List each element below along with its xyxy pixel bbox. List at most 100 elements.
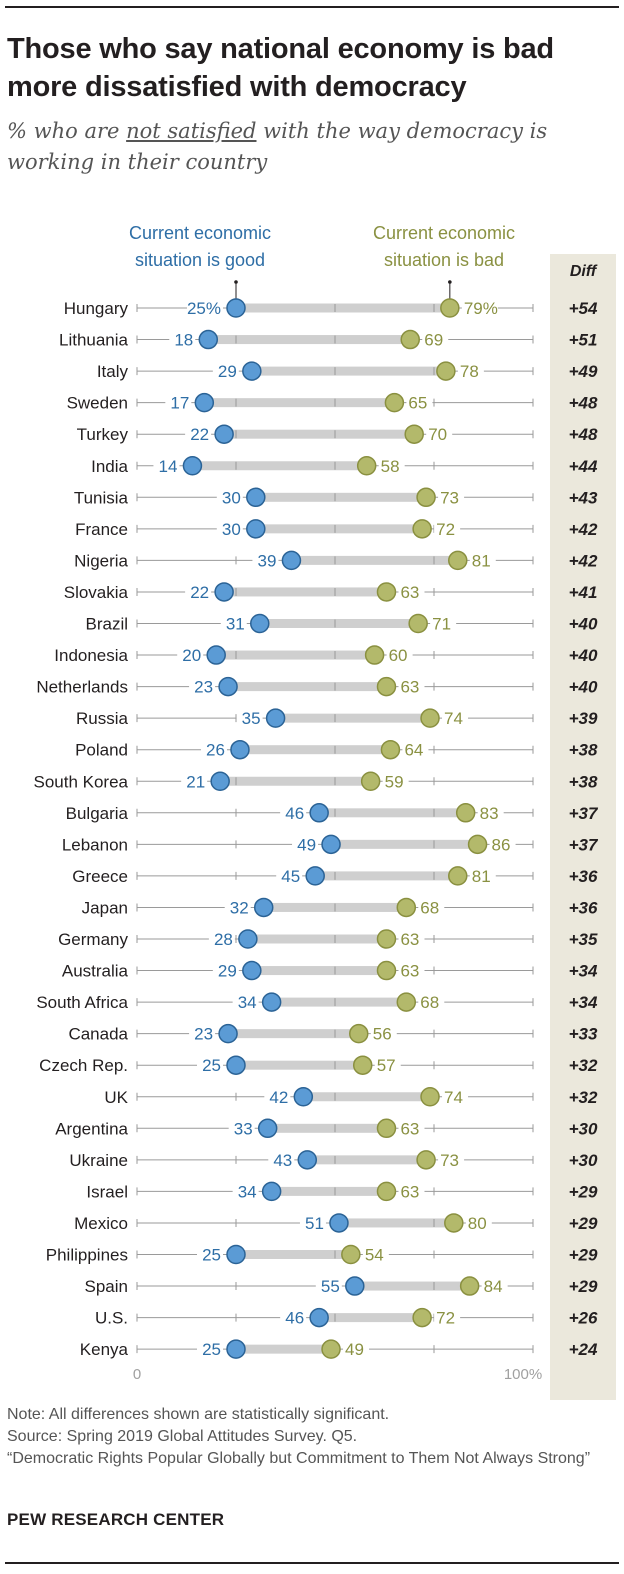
diff-value-label: +40: [569, 615, 598, 634]
good-value-dot: [242, 960, 262, 981]
good-value-label: 29: [218, 362, 237, 381]
good-value-dot: [230, 739, 250, 760]
bad-label-backing: [469, 866, 496, 885]
good-value-dot: [293, 1087, 314, 1107]
bad-label-backing: [418, 898, 445, 917]
bad-label-backing: [461, 299, 498, 317]
range-bar: [338, 1218, 454, 1228]
bad-label-backing: [442, 1087, 469, 1106]
bad-value-dot: [349, 1023, 369, 1044]
good-value-label: 46: [285, 1309, 304, 1328]
subtitle-suffix: with the way democracy is working in the…: [7, 119, 548, 174]
good-value-label: 46: [285, 804, 304, 823]
bad-value-dot: [384, 392, 405, 413]
bad-value-dot: [404, 424, 424, 444]
good-value-label: 22: [190, 425, 209, 444]
note-text: Note: All differences shown are statisti…: [7, 1406, 390, 1423]
diff-value-label: +34: [569, 962, 598, 981]
bad-label-backing: [398, 930, 425, 948]
subtitle-prefix: % who are: [7, 119, 127, 143]
good-label-backing: [315, 1277, 342, 1296]
good-label-backing: [208, 930, 235, 948]
diff-value-label: +29: [569, 1214, 598, 1233]
good-value-dot: [261, 992, 282, 1012]
bad-value-dot: [448, 550, 468, 571]
good-value-dot: [218, 1023, 238, 1044]
bad-value-dot: [444, 1213, 464, 1233]
range-bar: [216, 650, 375, 660]
diff-value-label: +37: [569, 804, 599, 823]
range-bar: [224, 429, 415, 439]
bad-label-backing: [438, 488, 465, 507]
diff-column-background: [550, 254, 616, 1400]
diff-value-label: +51: [569, 331, 598, 350]
good-value-label: 34: [238, 1182, 257, 1201]
bad-value-label: 72: [436, 520, 455, 539]
good-value-dot: [250, 613, 270, 634]
range-bar: [255, 492, 427, 502]
range-bar: [291, 555, 458, 565]
good-value-dot: [182, 456, 203, 476]
good-value-dot: [226, 1244, 246, 1265]
bad-value-dot: [360, 771, 381, 791]
diff-value-label: +43: [569, 488, 598, 507]
bad-value-dot: [412, 519, 432, 539]
pew-logo-text: PEW RESEARCH CENTER: [7, 1510, 225, 1529]
bad-value-dot: [376, 929, 397, 949]
diff-value-label: +26: [569, 1309, 598, 1328]
range-bar: [236, 1250, 351, 1259]
bad-label-backing: [398, 1119, 425, 1138]
good-value-label: 43: [273, 1151, 292, 1170]
country-label: Indonesia: [54, 646, 128, 665]
good-value-label: 25%: [187, 299, 221, 318]
diff-value-label: +29: [569, 1246, 598, 1265]
range-bar: [315, 871, 458, 881]
range-bar: [259, 619, 419, 628]
bad-label-backing: [398, 961, 425, 980]
country-label: Slovakia: [64, 583, 129, 602]
bad-label-backing: [398, 1182, 425, 1201]
good-label-backing: [220, 614, 247, 633]
good-label-backing: [228, 1119, 255, 1138]
chart-title: Those who say national economy is bad mo…: [7, 33, 554, 103]
good-value-label: 51: [305, 1214, 324, 1233]
country-label: Philippines: [46, 1246, 128, 1265]
bad-label-backing: [406, 393, 433, 412]
country-label: Nigeria: [74, 551, 128, 570]
good-label-backing: [181, 772, 208, 791]
range-bar: [275, 713, 431, 723]
source-text: Source: Spring 2019 Global Attitudes Sur…: [7, 1428, 358, 1445]
bad-value-label: 86: [492, 835, 511, 854]
good-value-dot: [297, 1150, 318, 1170]
range-bar: [319, 808, 466, 818]
good-value-label: 34: [238, 993, 257, 1012]
country-label: Poland: [75, 741, 128, 760]
good-label-backing: [216, 519, 243, 538]
good-value-dot: [210, 771, 230, 791]
legend-bad-line2: situation is bad: [384, 250, 504, 270]
good-value-dot: [226, 1339, 246, 1359]
diff-value-label: +34: [569, 993, 598, 1012]
bad-value-label: 57: [377, 1056, 396, 1075]
good-label-backing: [200, 740, 227, 759]
bad-value-dot: [467, 834, 488, 855]
bad-label-backing: [434, 519, 461, 538]
good-label-backing: [264, 1087, 291, 1106]
good-value-label: 26: [206, 741, 225, 760]
bad-value-dot: [448, 866, 468, 886]
good-value-label: 55: [321, 1277, 340, 1296]
good-value-label: 33: [234, 1119, 253, 1138]
diff-value-label: +35: [569, 930, 598, 949]
good-value-dot: [246, 519, 266, 539]
bad-value-dot: [420, 1087, 440, 1107]
good-value-label: 39: [258, 551, 277, 570]
diff-value-label: +54: [569, 299, 598, 318]
good-value-label: 18: [174, 331, 193, 350]
range-bar: [228, 1029, 359, 1039]
good-value-dot: [238, 929, 258, 949]
bad-value-dot: [436, 361, 456, 381]
legend-bad-pointer-dot: [448, 280, 452, 284]
bad-value-label: 60: [389, 646, 408, 665]
bad-value-label: 63: [400, 583, 419, 602]
range-bar: [247, 934, 387, 944]
